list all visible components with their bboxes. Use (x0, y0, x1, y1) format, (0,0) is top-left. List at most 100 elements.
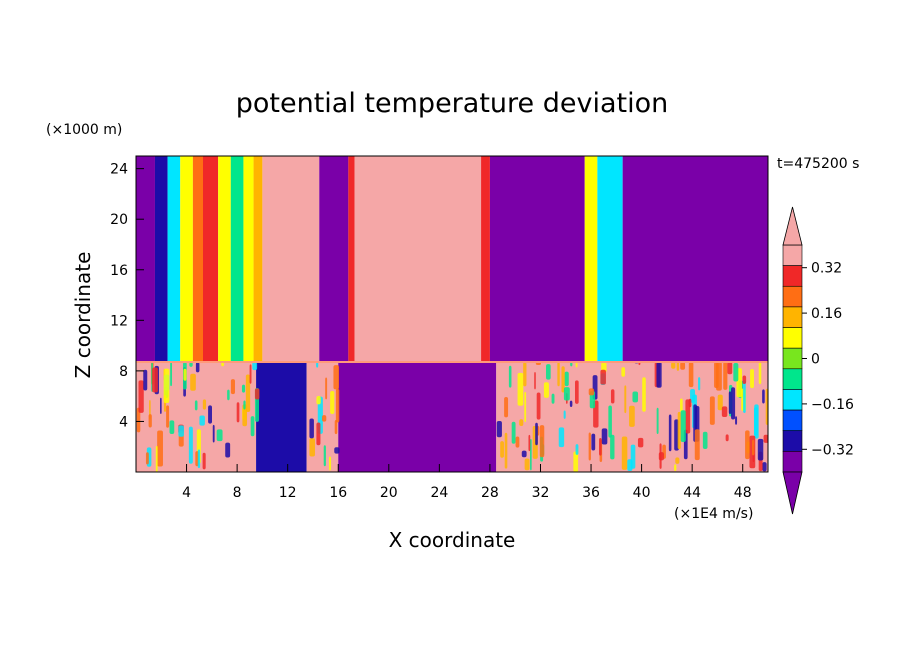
turbulence-streak (685, 399, 691, 434)
turbulence-streak (221, 362, 225, 367)
colorbar-tick-label: −0.16 (811, 397, 854, 413)
turbulence-streak (143, 369, 148, 391)
x-axis: 4 8 12 16 20 24 28 32 36 40 44 48 (182, 464, 752, 501)
turbulence-streak (197, 449, 201, 469)
turbulence-streak (323, 445, 326, 467)
y-tick-label: 20 (110, 212, 128, 228)
turbulence-streak (521, 450, 527, 458)
upper-column (167, 156, 181, 363)
x-tick-label: 28 (481, 485, 499, 501)
turbulence-streak (629, 405, 635, 427)
turbulence-streak (569, 400, 573, 408)
y-tick-label: 16 (110, 263, 128, 279)
turbulence-streak (504, 432, 508, 469)
turbulence-streak (155, 445, 158, 472)
turbulence-streak (519, 419, 524, 426)
turbulence-streak (530, 438, 532, 471)
y-units-label: (×1000 m) (46, 122, 122, 138)
colorbar-band (782, 430, 803, 452)
turbulence-streak (750, 368, 754, 389)
colorbar-band (782, 347, 803, 370)
turbulence-streak (225, 442, 231, 458)
turbulence-streak (642, 377, 646, 412)
turbulence-streak (702, 431, 708, 450)
turbulence-streak (309, 418, 314, 439)
upper-column (481, 156, 490, 363)
turbulence-streak (160, 397, 162, 414)
turbulence-streak (500, 441, 504, 458)
turbulence-streak (575, 444, 579, 455)
turbulence-streak (249, 364, 252, 384)
turbulence-streak (637, 437, 644, 448)
y-axis-label: Z coordinate (71, 252, 95, 379)
turbulence-streak (189, 362, 193, 367)
turbulence-streak (690, 388, 696, 403)
colorbar-band (782, 451, 803, 473)
turbulence-streak (152, 367, 158, 393)
turbulence-streak (309, 438, 315, 457)
turbulence-streak (668, 414, 672, 452)
turbulence-streak (658, 452, 664, 461)
turbulence-streak (195, 362, 200, 373)
y-tick-label: 12 (110, 313, 128, 329)
turbulence-streak (727, 362, 733, 375)
turbulence-streak (575, 362, 578, 368)
colorbar-band (782, 389, 803, 411)
turbulence-streak (621, 436, 628, 470)
turbulence-streak (334, 447, 340, 454)
turbulence-streak (763, 434, 768, 443)
turbulence-streak (183, 368, 187, 381)
upper-column (348, 156, 355, 363)
turbulence-streak (524, 391, 527, 423)
upper-column (230, 156, 244, 363)
lower-column (256, 362, 307, 472)
colorbar-min-arrow (782, 471, 803, 515)
turbulence-streak (753, 407, 758, 436)
turbulence-streak (762, 389, 765, 404)
turbulence-streak (698, 377, 701, 391)
turbulence-streak (694, 429, 700, 461)
upper-column (262, 156, 320, 363)
turbulence-streak (632, 391, 639, 403)
y-axis: 4 8 12 16 20 24 (110, 162, 144, 430)
turbulence-streak (601, 428, 608, 445)
turbulence-streak (216, 429, 223, 442)
turbulence-streak (254, 388, 260, 400)
y-tick-label: 8 (119, 364, 128, 380)
colorbar-tick-label: 0 (811, 352, 820, 368)
x-tick-label: 36 (582, 485, 600, 501)
turbulence-streak (680, 362, 686, 370)
turbulence-streak (588, 388, 595, 396)
x-tick-label: 4 (182, 485, 191, 501)
turbulence-streak (166, 405, 170, 428)
turbulence-streak (524, 458, 530, 471)
turbulence-streak (610, 434, 615, 460)
x-tick-label: 44 (683, 485, 701, 501)
turbulence-streak (169, 420, 175, 435)
turbulence-streak (680, 410, 686, 442)
turbulence-streak (743, 380, 746, 413)
contour-plot-area (136, 156, 768, 472)
turbulence-streak (716, 362, 722, 391)
turbulence-streak (511, 421, 516, 444)
y-tick-label: 24 (110, 162, 128, 178)
turbulence-streak (163, 368, 170, 403)
turbulence-streak (677, 411, 681, 450)
upper-column (319, 156, 349, 363)
x-tick-label: 48 (734, 485, 752, 501)
colorbar-band (782, 368, 803, 390)
turbulence-streak (250, 416, 255, 437)
chart-title: potential temperature deviation (236, 88, 668, 119)
turbulence-streak (145, 452, 149, 465)
turbulence-streak (208, 405, 213, 424)
turbulence-streak (608, 405, 612, 438)
turbulence-streak (528, 434, 531, 452)
turbulence-streak (316, 396, 321, 405)
upper-column (180, 156, 193, 363)
colorbar-max-arrow (782, 206, 803, 246)
turbulence-streak (757, 438, 764, 461)
colorbar-tick-label: −0.32 (811, 442, 854, 458)
turbulence-streak (334, 419, 338, 435)
upper-layer-field (136, 156, 768, 363)
